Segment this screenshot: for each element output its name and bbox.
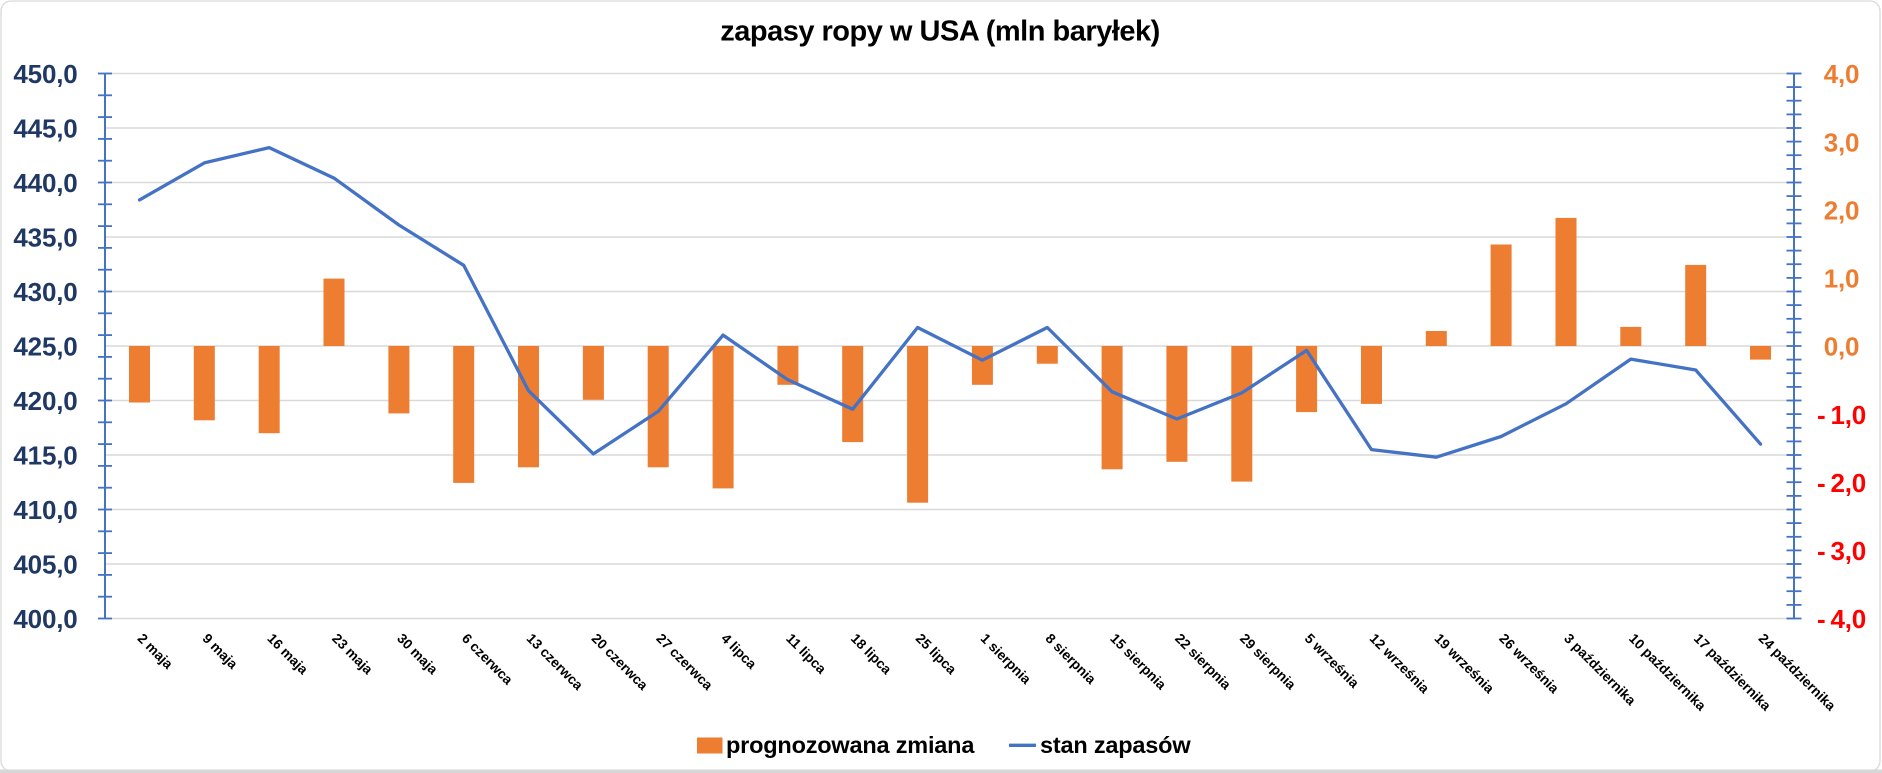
- svg-text:- 2,0: - 2,0: [1817, 468, 1866, 498]
- svg-text:- 4,0: - 4,0: [1817, 604, 1866, 634]
- svg-text:450,0: 450,0: [13, 59, 77, 89]
- svg-text:3,0: 3,0: [1824, 127, 1860, 157]
- svg-text:400,0: 400,0: [13, 604, 77, 634]
- svg-text:410,0: 410,0: [13, 495, 77, 525]
- svg-text:zapasy ropy w USA (mln baryłek: zapasy ropy w USA (mln baryłek): [720, 16, 1160, 48]
- svg-text:420,0: 420,0: [13, 386, 77, 416]
- svg-text:1,0: 1,0: [1824, 264, 1860, 294]
- svg-text:stan zapasów: stan zapasów: [1040, 732, 1191, 758]
- svg-text:405,0: 405,0: [13, 550, 77, 580]
- svg-text:440,0: 440,0: [13, 168, 77, 198]
- svg-text:435,0: 435,0: [13, 223, 77, 253]
- svg-text:- 3,0: - 3,0: [1817, 536, 1866, 566]
- svg-text:445,0: 445,0: [13, 114, 77, 144]
- svg-text:430,0: 430,0: [13, 277, 77, 307]
- svg-text:- 1,0: - 1,0: [1817, 400, 1866, 430]
- svg-text:0,0: 0,0: [1824, 332, 1860, 362]
- svg-text:4,0: 4,0: [1824, 59, 1860, 89]
- svg-text:prognozowana zmiana: prognozowana zmiana: [726, 732, 975, 758]
- svg-text:425,0: 425,0: [13, 332, 77, 362]
- svg-text:415,0: 415,0: [13, 441, 77, 471]
- svg-text:2,0: 2,0: [1824, 195, 1860, 225]
